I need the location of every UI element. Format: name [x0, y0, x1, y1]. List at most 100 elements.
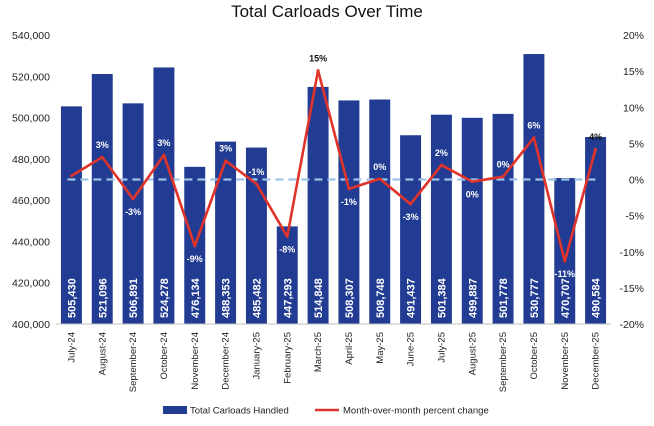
x-axis-tick: July-25 [436, 332, 447, 363]
x-axis-tick: February-25 [282, 332, 293, 384]
bar-value-label: 506,891 [128, 278, 140, 318]
x-axis-tick: October-25 [529, 332, 540, 380]
bar [400, 135, 422, 324]
percent-change-line [70, 69, 597, 263]
bar [461, 117, 483, 325]
bar [585, 137, 607, 324]
x-axis-tick: June-25 [406, 332, 417, 366]
bar [492, 113, 514, 325]
percent-point [532, 136, 536, 139]
percent-label: 6% [527, 121, 540, 131]
percent-point [563, 259, 567, 263]
bar [153, 67, 175, 324]
bar-value-label: 488,353 [221, 278, 233, 318]
legend-line-label: Month-over-month percent change [343, 406, 489, 417]
left-axis-tick: 480,000 [12, 154, 50, 166]
bar-value-label: 508,307 [344, 278, 356, 318]
percent-label: 3% [157, 138, 170, 148]
percent-point [347, 187, 351, 191]
bar-value-label: 490,584 [591, 277, 603, 318]
bar-value-label: 530,777 [529, 278, 541, 318]
bar [91, 74, 113, 324]
x-axis-tick: December-24 [221, 332, 232, 390]
percent-point [224, 159, 227, 163]
right-axis-tick: 5% [629, 138, 644, 150]
labels-layer: 505,430 521,096 506,891 524,278 476,134 488,3… [66, 53, 602, 318]
percent-point [285, 235, 289, 238]
percent-point [193, 244, 197, 248]
x-axis-tick: September-25 [498, 332, 509, 392]
legend-bar-label: Total Carloads Handled [190, 406, 289, 417]
legend: Total Carloads Handled Month-over-month p… [163, 406, 489, 417]
percent-label: -3% [403, 212, 419, 222]
x-axis-tick: August-25 [467, 332, 478, 375]
x-axis-tick: November-24 [190, 332, 201, 390]
bar-value-label: 470,707 [560, 278, 572, 318]
percent-point [409, 202, 412, 206]
right-axis-tick: 15% [623, 66, 644, 78]
percent-line-layer [70, 69, 597, 263]
x-axis-tick: August-24 [97, 332, 108, 375]
percent-label: 15% [309, 53, 327, 63]
percent-label: -3% [125, 207, 141, 217]
percent-label: -11% [554, 269, 575, 279]
bars-layer [60, 54, 607, 325]
x-axis-tick: January-25 [251, 332, 262, 380]
legend-bar-swatch [163, 406, 187, 414]
percent-point [70, 174, 73, 178]
percent-label: 3% [96, 140, 109, 150]
bar [60, 106, 82, 324]
right-axis-tick: 10% [623, 102, 644, 114]
percent-point [470, 180, 474, 184]
percent-point [255, 182, 258, 186]
percent-label: 0% [497, 160, 510, 170]
x-axis-tick: December-25 [591, 332, 602, 390]
percent-point [594, 147, 597, 151]
left-axis-tick: 540,000 [12, 30, 50, 42]
right-axis-tick: -20% [619, 319, 644, 331]
x-axis-tick: March-25 [313, 332, 324, 372]
bar [338, 100, 360, 325]
percent-point [162, 153, 166, 157]
bar-value-label: 476,134 [190, 277, 202, 318]
percent-label: -1% [341, 197, 357, 207]
chart-title: Total Carloads Over Time [231, 2, 423, 21]
bar-value-label: 447,293 [282, 278, 294, 318]
percent-point [131, 197, 135, 201]
percent-point [501, 175, 505, 179]
percent-point [378, 177, 382, 181]
x-axis-tick: November-25 [560, 332, 571, 390]
left-axis-tick: 400,000 [12, 319, 50, 331]
bar [122, 103, 144, 324]
bar-value-label: 514,848 [313, 278, 325, 318]
left-axis-tick: 420,000 [12, 278, 50, 290]
percent-label: 4% [589, 132, 602, 142]
percent-point [100, 155, 104, 159]
percent-label: -9% [187, 254, 203, 264]
bar [276, 226, 298, 324]
left-axis-tick: 460,000 [12, 195, 50, 207]
x-axis-tick: July-24 [66, 332, 77, 363]
percent-label: -8% [279, 245, 295, 255]
axes-layer: 400,000 420,000 440,000 460,000 480,000 500,0… [12, 30, 644, 392]
bar-value-label: 521,096 [97, 278, 109, 318]
percent-label: 0% [373, 162, 386, 172]
percent-label: 0% [466, 190, 479, 200]
right-axis-tick: -5% [625, 211, 644, 223]
right-axis-tick: -15% [619, 283, 644, 295]
bar-value-label: 501,384 [436, 277, 448, 318]
left-axis-tick: 520,000 [12, 71, 50, 83]
x-axis-tick: May-25 [375, 332, 386, 364]
bar [215, 141, 237, 324]
right-axis-tick: -10% [619, 247, 644, 259]
bar [307, 86, 329, 324]
left-axis-tick: 440,000 [12, 236, 50, 248]
bar-value-label: 508,748 [375, 278, 387, 318]
bar-value-label: 491,437 [406, 278, 418, 318]
x-axis-tick: September-24 [128, 332, 139, 392]
percent-point [316, 69, 320, 72]
percent-label: -1% [248, 167, 264, 177]
bar [554, 178, 576, 324]
